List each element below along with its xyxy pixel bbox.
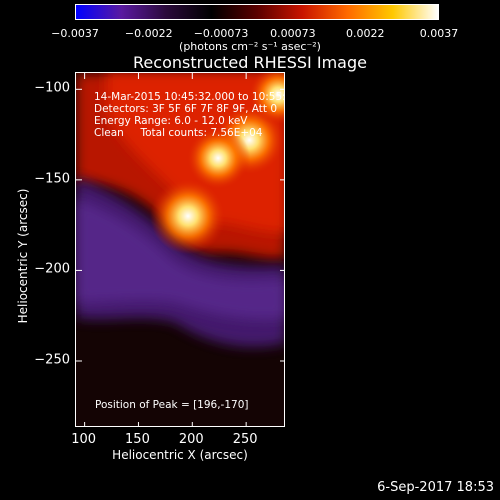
y-tick-label: −200: [34, 261, 70, 277]
colorbar-unit: (photons cm⁻² s⁻¹ asec⁻²): [179, 40, 321, 53]
x-tick-label: 200: [178, 432, 204, 447]
plot-area: 14-Mar-2015 10:45:32.000 to 10:55:32.000…: [75, 72, 285, 427]
annotation-counts: Clean Total counts: 7.56E+04: [94, 127, 263, 139]
peak-label: Position of Peak = [196,-170]: [95, 399, 249, 411]
x-tick-label: 100: [71, 432, 97, 447]
heatmap: [76, 73, 284, 426]
sources: [150, 73, 284, 255]
y-tick-label: −100: [34, 80, 70, 96]
colorbar-tick: −0.0037: [51, 27, 99, 40]
colorbar-tick: 0.0037: [419, 27, 459, 40]
annotation-energy: Energy Range: 6.0 - 12.0 keV: [94, 115, 248, 127]
y-tick-label: −150: [34, 171, 70, 187]
x-tick-label: 150: [125, 432, 150, 447]
negative-band-core: [76, 198, 284, 320]
colorbar-tick: −0.00073: [193, 27, 249, 40]
source-peak: [186, 126, 251, 191]
x-tick-label: 250: [232, 432, 258, 447]
colorbar-tick: −0.0022: [124, 27, 173, 40]
chart-title: Reconstructed RHESSI Image: [133, 53, 367, 72]
y-tick-label: −250: [34, 352, 70, 368]
colorbar-tick: 0.00073: [270, 27, 316, 40]
source-peak: [150, 178, 226, 255]
colorbar: [75, 4, 439, 20]
colorbar-gradient: [76, 5, 438, 19]
x-axis-label: Heliocentric X (arcsec): [112, 448, 248, 462]
timestamp: 6-Sep-2017 18:53: [377, 480, 494, 495]
annotation-detectors: Detectors: 3F 5F 6F 7F 8F 9F, Att 0: [94, 103, 278, 115]
source-peak: [248, 73, 284, 125]
annotation-time: 14-Mar-2015 10:45:32.000 to 10:55:32.000: [94, 91, 285, 103]
colorbar-tick: 0.0022: [345, 27, 385, 40]
y-axis-label: Heliocentric Y (arcsec): [16, 188, 30, 324]
